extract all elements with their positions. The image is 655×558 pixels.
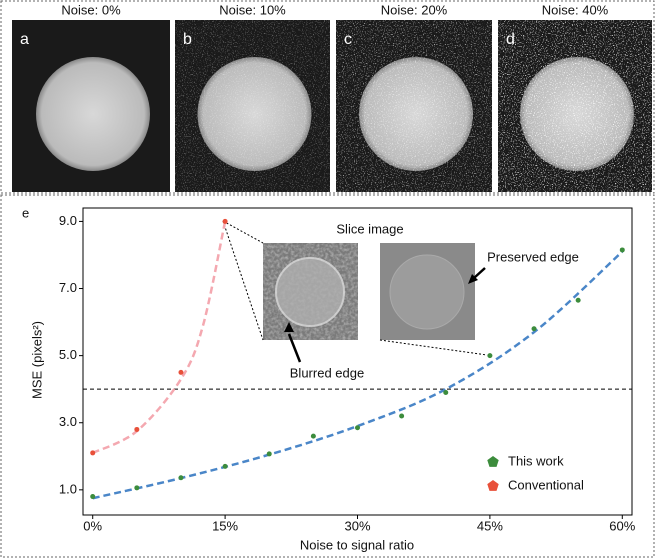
inset-disk bbox=[276, 258, 344, 326]
x-axis-label: Noise to signal ratio bbox=[300, 537, 414, 552]
legend-label: Conventional bbox=[508, 477, 584, 492]
x-tick-label: 0% bbox=[83, 518, 102, 533]
panel-title: Noise: 10% bbox=[219, 2, 286, 17]
data-point bbox=[399, 414, 404, 419]
data-point bbox=[355, 425, 360, 430]
data-point bbox=[576, 298, 581, 303]
panel-letter: d bbox=[506, 31, 515, 48]
panel-letter: e bbox=[22, 205, 29, 220]
panel-title: Noise: 40% bbox=[542, 2, 609, 17]
data-point bbox=[532, 326, 537, 331]
data-point bbox=[620, 247, 625, 252]
noise bbox=[498, 20, 652, 192]
figure: Noise: 0% a Noise: 10% b Noise: 20% c Noise: 4… bbox=[0, 0, 655, 558]
y-tick-label: 3.0 bbox=[59, 414, 77, 429]
data-point bbox=[223, 464, 228, 469]
panel-title: Noise: 20% bbox=[381, 2, 448, 17]
panel-letter: b bbox=[183, 31, 192, 48]
legend-marker bbox=[487, 456, 498, 467]
sample-disk bbox=[36, 57, 150, 171]
y-tick-label: 1.0 bbox=[59, 481, 77, 496]
noise bbox=[336, 20, 492, 192]
x-tick-label: 30% bbox=[344, 518, 370, 533]
y-axis-label: MSE (pixels²) bbox=[29, 321, 44, 399]
connector bbox=[223, 221, 263, 243]
panel-letter: c bbox=[344, 31, 352, 48]
data-point bbox=[90, 450, 95, 455]
panel-title: Noise: 0% bbox=[61, 2, 121, 17]
x-tick-label: 45% bbox=[477, 518, 503, 533]
data-point bbox=[487, 353, 492, 358]
connector bbox=[380, 340, 487, 355]
plot: Slice image Blurred edge Preserved edge … bbox=[22, 205, 636, 552]
data-point bbox=[443, 390, 448, 395]
x-tick-label: 60% bbox=[609, 518, 635, 533]
y-tick-label: 5.0 bbox=[59, 347, 77, 362]
image-row: Noise: 0% a Noise: 10% b Noise: 20% c Noise: 4… bbox=[12, 2, 652, 192]
data-point bbox=[267, 451, 272, 456]
data-point bbox=[134, 427, 139, 432]
data-point bbox=[178, 370, 183, 375]
inset-label: Preserved edge bbox=[487, 249, 579, 264]
data-point bbox=[311, 434, 316, 439]
inset-disk bbox=[390, 255, 464, 329]
fit-curve bbox=[93, 221, 225, 453]
arrow bbox=[474, 268, 485, 278]
panel-letter: a bbox=[20, 31, 29, 48]
legend-marker bbox=[487, 480, 498, 491]
x-tick-label: 15% bbox=[212, 518, 238, 533]
legend-label: This work bbox=[508, 453, 564, 468]
y-tick-label: 9.0 bbox=[59, 213, 77, 228]
data-point bbox=[178, 475, 183, 480]
y-tick-label: 7.0 bbox=[59, 280, 77, 295]
inset-label: Blurred edge bbox=[290, 365, 364, 380]
connector bbox=[223, 221, 263, 340]
noise bbox=[175, 20, 330, 192]
data-point bbox=[223, 219, 228, 224]
data-point bbox=[134, 485, 139, 490]
inset-title: Slice image bbox=[336, 221, 403, 236]
data-point bbox=[90, 494, 95, 499]
